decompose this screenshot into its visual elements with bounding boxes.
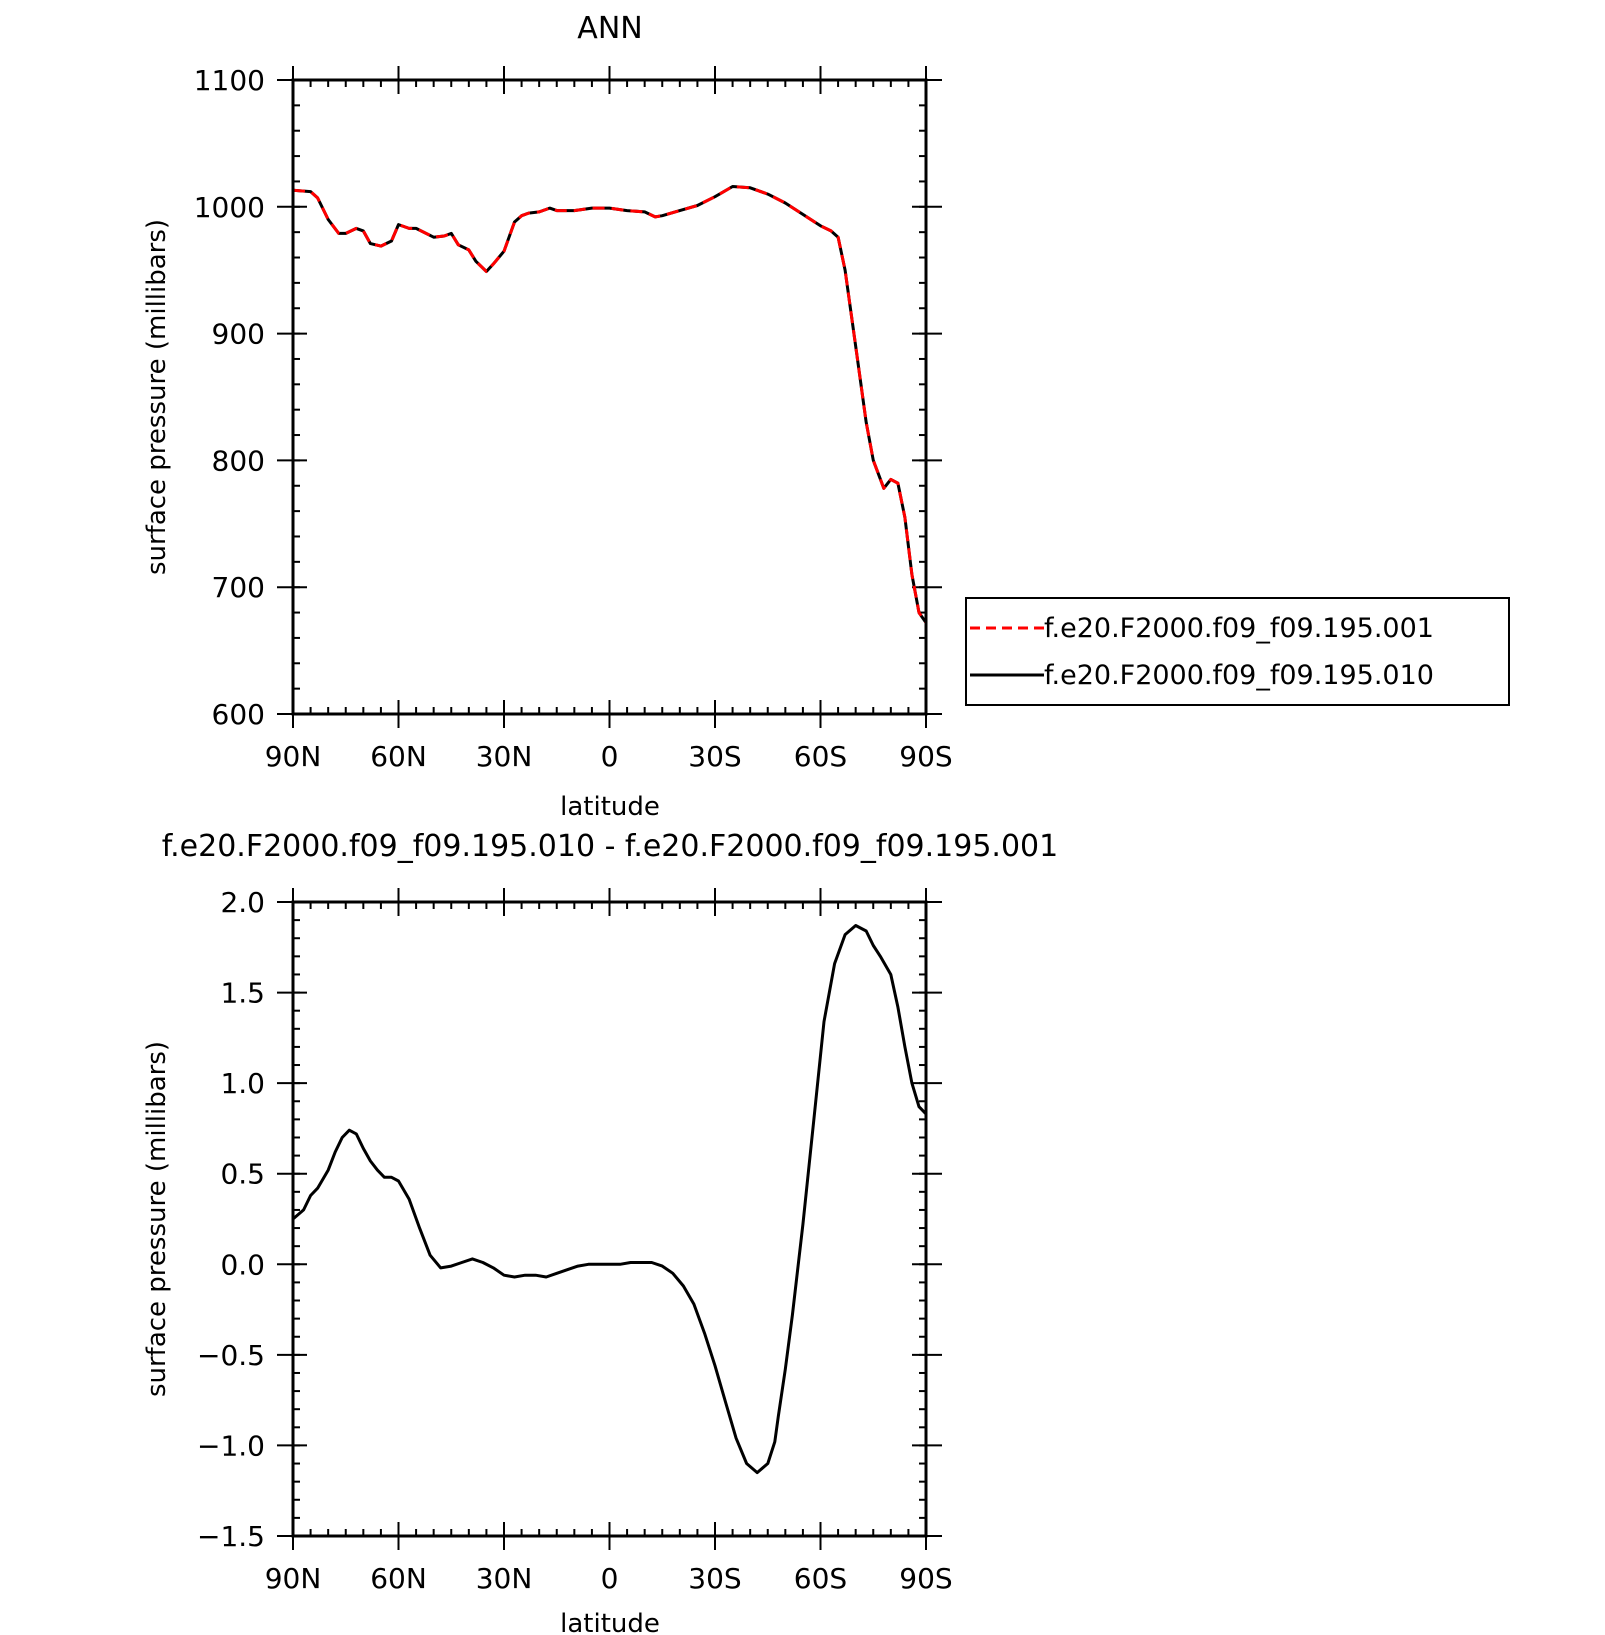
- series-line-1: [292, 185, 928, 624]
- y-tick-label: 1.5: [220, 977, 265, 1010]
- x-tick-label: 90N: [265, 740, 322, 773]
- chart-bottom: f.e20.F2000.f09_f09.195.010 - f.e20.F200…: [142, 829, 1058, 1635]
- y-tick-label: −0.5: [197, 1339, 265, 1372]
- y-tick-label: 0.5: [220, 1158, 265, 1191]
- chart-bottom-x-tick-labels: 90N 60N 30N 0 30S 60S 90S: [265, 1562, 953, 1595]
- x-tick-label: 60S: [794, 1562, 847, 1595]
- x-tick-label: 60S: [794, 740, 847, 773]
- chart-top-lines: [292, 185, 928, 624]
- chart-bottom-lines: [292, 924, 928, 1475]
- chart-bottom-ticks: [277, 888, 942, 1550]
- chart-bottom-y-tick-labels: 2.0 1.5 1.0 0.5 0.0 −0.5 −1.0 −1.5: [197, 886, 265, 1553]
- chart-top: ANN 90N 60N 30N 0 30S 60S 90S 1100 1000 900 800 70…: [142, 11, 953, 822]
- chart-top-title: ANN: [577, 11, 642, 46]
- legend-label-series-2: f.e20.F2000.f09_f09.195.010: [1044, 660, 1434, 691]
- x-tick-label: 90S: [899, 1562, 952, 1595]
- legend: f.e20.F2000.f09_f09.195.001 f.e20.F2000.…: [965, 597, 1510, 706]
- y-tick-label: −1.0: [197, 1429, 265, 1462]
- x-tick-label: 0: [601, 1562, 619, 1595]
- chart-top-frame: [291, 78, 928, 716]
- x-tick-label: 60N: [370, 740, 427, 773]
- legend-box: [965, 597, 1510, 706]
- y-tick-label: 0.0: [220, 1248, 265, 1281]
- y-tick-label: 600: [212, 698, 265, 731]
- x-tick-label: 60N: [370, 1562, 427, 1595]
- y-tick-label: 1.0: [220, 1067, 265, 1100]
- y-tick-label: 800: [212, 444, 265, 477]
- x-tick-label: 30S: [688, 1562, 741, 1595]
- series-line-2: [292, 185, 928, 624]
- chart-top-y-tick-labels: 1100 1000 900 800 700 600: [194, 64, 265, 731]
- chart-top-ylabel: surface pressure (millibars): [142, 219, 172, 575]
- chart-top-ticks: [277, 66, 942, 728]
- chart-top-xlabel: latitude: [560, 792, 660, 822]
- legend-label-series-1: f.e20.F2000.f09_f09.195.001: [1044, 613, 1434, 644]
- y-tick-label: 900: [212, 318, 265, 351]
- y-tick-label: 2.0: [220, 886, 265, 919]
- y-tick-label: −1.5: [197, 1520, 265, 1553]
- x-tick-label: 90N: [265, 1562, 322, 1595]
- series-line-1: [292, 924, 928, 1475]
- x-tick-label: 30S: [688, 740, 741, 773]
- chart-bottom-title: f.e20.F2000.f09_f09.195.010 - f.e20.F200…: [162, 829, 1058, 864]
- chart-bottom-xlabel: latitude: [560, 1609, 660, 1635]
- y-tick-label: 700: [212, 571, 265, 604]
- chart-bottom-frame: [291, 900, 928, 1538]
- y-tick-label: 1000: [194, 191, 265, 224]
- x-tick-label: 30N: [476, 740, 533, 773]
- chart-bottom-ylabel: surface pressure (millibars): [142, 1041, 172, 1397]
- chart-top-x-tick-labels: 90N 60N 30N 0 30S 60S 90S: [265, 740, 953, 773]
- x-tick-label: 90S: [899, 740, 952, 773]
- y-tick-label: 1100: [194, 64, 265, 97]
- x-tick-label: 0: [601, 740, 619, 773]
- x-tick-label: 30N: [476, 1562, 533, 1595]
